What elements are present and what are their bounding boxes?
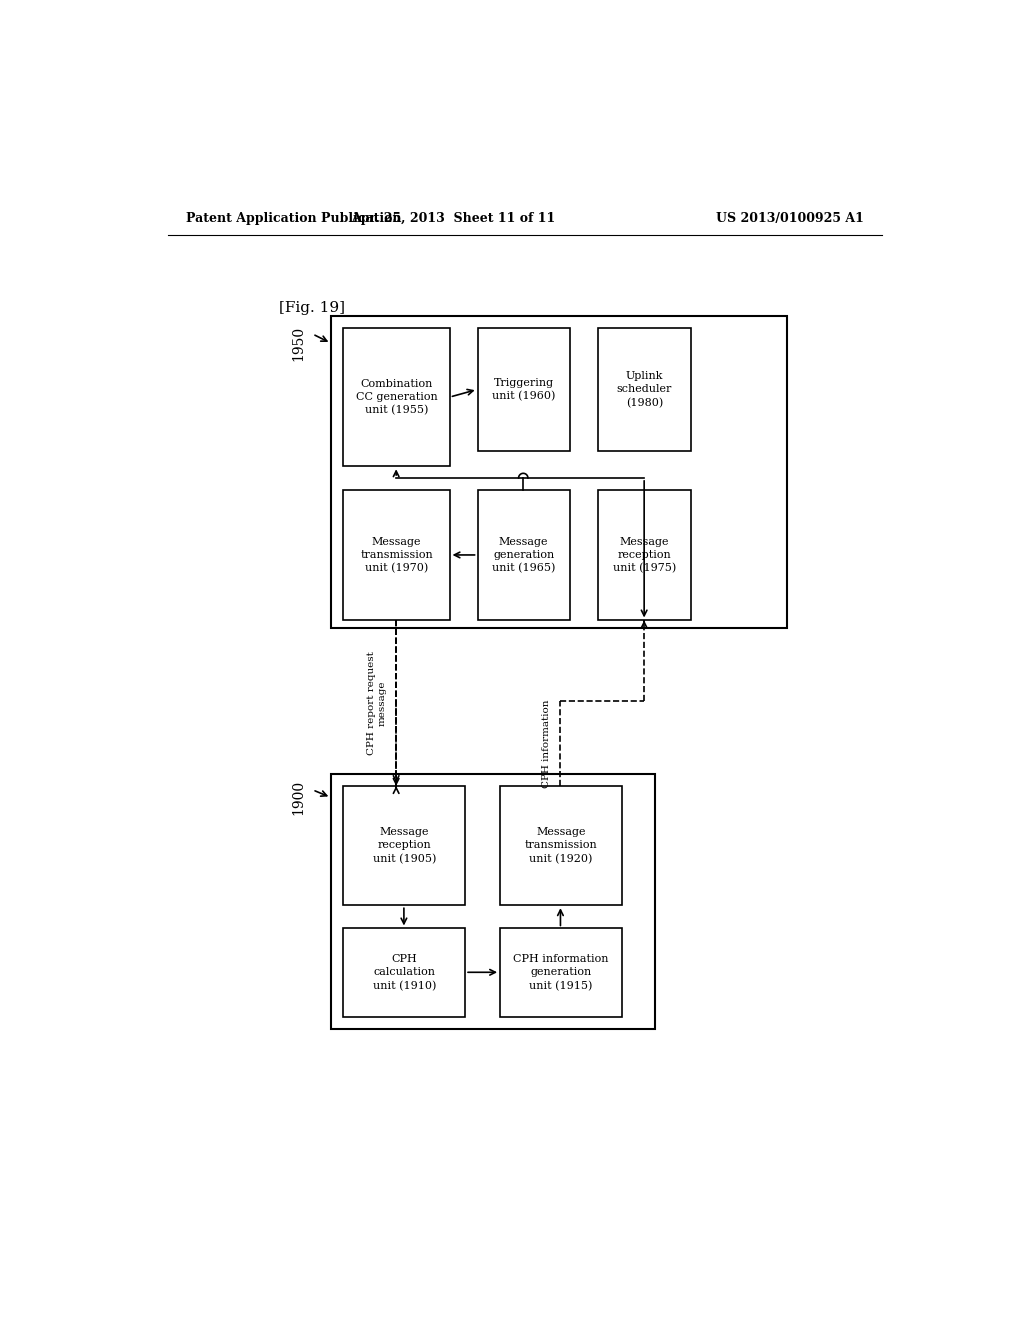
Text: US 2013/0100925 A1: US 2013/0100925 A1 bbox=[717, 213, 864, 224]
Text: CPH report request
message: CPH report request message bbox=[368, 651, 387, 755]
Text: CPH
calculation
unit (1910): CPH calculation unit (1910) bbox=[373, 954, 436, 991]
Text: Message
reception
unit (1975): Message reception unit (1975) bbox=[613, 536, 676, 573]
Bar bbox=[500, 928, 622, 1016]
Text: 1900: 1900 bbox=[292, 780, 305, 814]
Bar bbox=[598, 490, 690, 620]
Bar bbox=[343, 490, 450, 620]
Text: Message
transmission
unit (1920): Message transmission unit (1920) bbox=[524, 828, 597, 865]
Bar bbox=[343, 327, 450, 466]
Text: CPH information: CPH information bbox=[542, 700, 551, 788]
Bar bbox=[331, 775, 655, 1028]
Bar bbox=[331, 317, 786, 628]
Text: Message
transmission
unit (1970): Message transmission unit (1970) bbox=[360, 536, 433, 573]
Bar bbox=[598, 327, 690, 451]
Bar bbox=[343, 785, 465, 906]
Text: Message
reception
unit (1905): Message reception unit (1905) bbox=[373, 828, 436, 865]
Bar bbox=[500, 785, 622, 906]
Text: [Fig. 19]: [Fig. 19] bbox=[280, 301, 345, 315]
Bar bbox=[477, 327, 569, 451]
Text: Triggering
unit (1960): Triggering unit (1960) bbox=[492, 378, 555, 401]
Text: Patent Application Publication: Patent Application Publication bbox=[186, 213, 401, 224]
Text: 1950: 1950 bbox=[292, 326, 305, 360]
Text: Apr. 25, 2013  Sheet 11 of 11: Apr. 25, 2013 Sheet 11 of 11 bbox=[351, 213, 556, 224]
Bar bbox=[477, 490, 569, 620]
Text: CPH information
generation
unit (1915): CPH information generation unit (1915) bbox=[513, 954, 608, 991]
Bar bbox=[343, 928, 465, 1016]
Text: Message
generation
unit (1965): Message generation unit (1965) bbox=[492, 536, 555, 573]
Text: Combination
CC generation
unit (1955): Combination CC generation unit (1955) bbox=[355, 379, 437, 416]
Text: Uplink
scheduler
(1980): Uplink scheduler (1980) bbox=[616, 371, 672, 408]
